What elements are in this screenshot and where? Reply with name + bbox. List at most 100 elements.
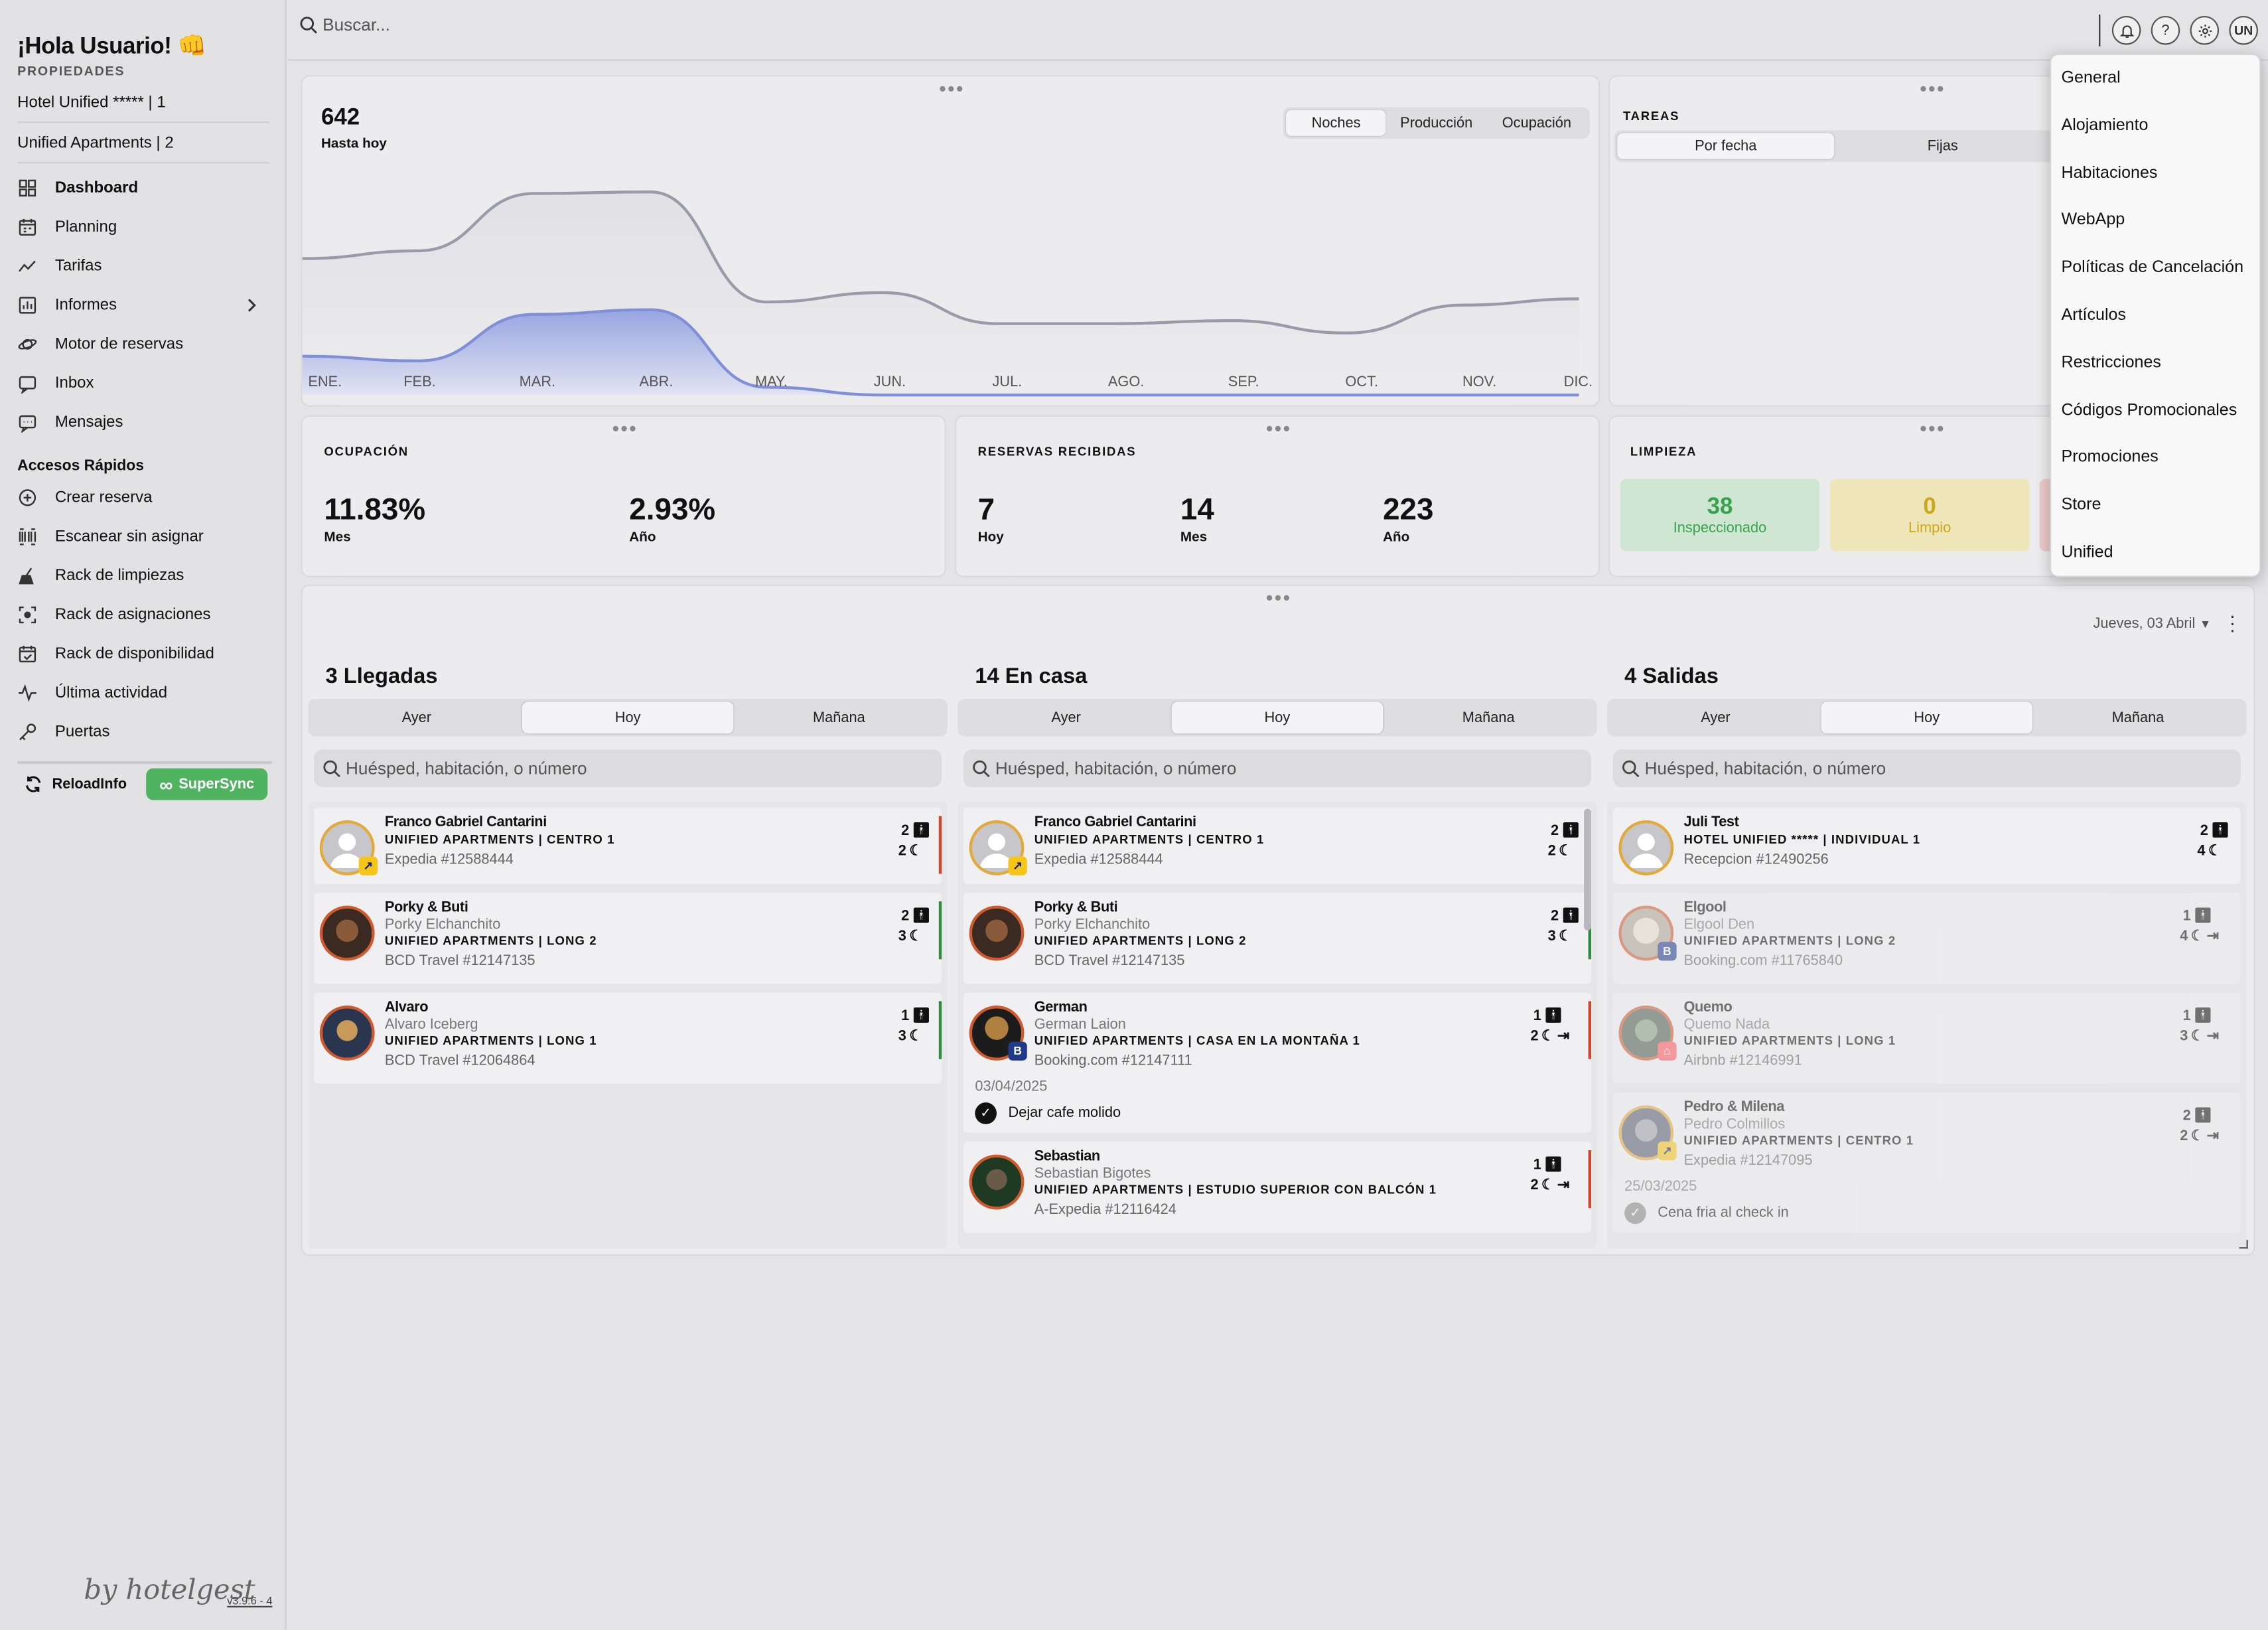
tab-ayer[interactable]: Ayer (401, 709, 432, 726)
nav-item-mensajes[interactable]: Mensajes (17, 405, 272, 439)
nav-item-planning[interactable]: Planning (17, 210, 272, 244)
quick-item-crear-reserva[interactable]: Crear reserva (17, 481, 272, 515)
tab-por-fecha[interactable]: Por fecha (1617, 133, 1835, 159)
quick-item-última-actividad[interactable]: Última actividad (17, 676, 272, 710)
tab-ayer[interactable]: Ayer (1701, 709, 1731, 726)
settings-menu-item[interactable]: Restricciones (2061, 354, 2161, 372)
reservations-month-value: 14 (1180, 493, 1214, 527)
user-avatar[interactable]: UN (2229, 15, 2258, 45)
drag-handle-icon[interactable]: ••• (1265, 585, 1292, 609)
resize-handle-icon[interactable] (2239, 1240, 2248, 1249)
bell-icon[interactable] (2111, 15, 2141, 45)
moon-icon: ☾ (909, 843, 922, 859)
guest-item[interactable]: Sebastian Sebastian Bigotes UNIFIED APARTM… (963, 1142, 1591, 1233)
tab-manana[interactable]: Mañana (1462, 709, 1515, 726)
tab-ayer[interactable]: Ayer (1051, 709, 1081, 726)
tab-noches[interactable]: Noches (1286, 110, 1387, 136)
property-item[interactable]: Hotel Unified ***** | 1 (17, 94, 166, 111)
settings-menu-item[interactable]: Artículos (2061, 307, 2127, 325)
settings-menu-item[interactable]: Políticas de Cancelación (2061, 259, 2244, 277)
guest-alias: Pedro Colmillos (1683, 1116, 1786, 1133)
top-bar: Buscar... ? UN (287, 0, 2268, 61)
tab-manana[interactable]: Mañana (812, 709, 865, 726)
date-selector[interactable]: Jueves, 03 Abril ▼ (2093, 617, 2211, 632)
guest-search-input[interactable]: Huésped, habitación, o número (1612, 749, 2241, 787)
version-link[interactable]: v3.9.6 - 4 (227, 1594, 273, 1607)
settings-menu-item[interactable]: Habitaciones (2061, 164, 2158, 182)
guest-item[interactable]: ↗ Pedro & Milena Pedro Colmillos UNIFIED AP… (1612, 1092, 2241, 1233)
cleaning-tile-inspected[interactable]: 38 Inspeccionado (1620, 479, 1820, 552)
nights-value: 4 (2197, 843, 2206, 859)
note-date: 03/04/2025 (975, 1079, 1048, 1096)
inspected-label: Inspeccionado (1673, 520, 1767, 536)
global-search[interactable]: Buscar... (299, 15, 390, 35)
tab-hoy[interactable]: Hoy (1171, 702, 1383, 734)
settings-menu-item[interactable]: WebApp (2061, 212, 2125, 230)
more-vertical-icon[interactable]: · · · (2229, 603, 2236, 641)
reload-info-button[interactable]: ReloadInfo (17, 769, 139, 800)
airbnb-badge-icon: ⌂ (1658, 1041, 1677, 1061)
person-icon: 🚹︎ (912, 1008, 931, 1025)
guest-item[interactable]: Alvaro Alvaro Iceberg UNIFIED APARTMENTS |… (314, 992, 942, 1084)
supersync-label: SuperSync (178, 776, 255, 792)
supersync-button[interactable]: ∞ SuperSync (146, 768, 268, 800)
quick-item-escanear-sin-asignar[interactable]: Escanear sin asignar (17, 520, 272, 554)
nav-item-inbox[interactable]: Inbox (17, 366, 272, 401)
scrollbar[interactable] (1584, 808, 1591, 930)
tab-hoy[interactable]: Hoy (1821, 702, 2032, 734)
guest-item[interactable]: Porky & Buti Porky Elchanchito UNIFIED APA… (963, 893, 1591, 984)
nav-item-motor-de-reservas[interactable]: Motor de reservas (17, 327, 272, 362)
drag-handle-icon[interactable]: ••• (612, 416, 638, 440)
tab-produccion[interactable]: Producción (1400, 115, 1473, 131)
guest-search-input[interactable]: Huésped, habitación, o número (314, 749, 942, 787)
quick-item-puertas[interactable]: Puertas (17, 715, 272, 749)
cleaning-tile-clean[interactable]: 0 Limpio (1829, 479, 2030, 552)
quick-item-rack-de-disponibilidad[interactable]: Rack de disponibilidad (17, 636, 272, 671)
quick-label: Rack de limpiezas (54, 567, 184, 585)
guest-alias: Alvaro Iceberg (384, 1017, 478, 1033)
guest-item[interactable]: Porky & Buti Porky Elchanchito UNIFIED APA… (314, 893, 942, 984)
x-tick-label: FEB. (403, 373, 435, 390)
gear-icon[interactable] (2190, 15, 2220, 45)
settings-menu-item[interactable]: Códigos Promocionales (2061, 402, 2237, 419)
drag-handle-icon[interactable]: ••• (1920, 76, 1946, 100)
date-label: Jueves, 03 Abril (2093, 616, 2196, 632)
reservations-year-label: Año (1383, 529, 1410, 546)
nav-item-dashboard[interactable]: Dashboard (17, 171, 272, 205)
x-tick-label: AGO. (1108, 373, 1145, 390)
quick-label: Escanear sin asignar (54, 528, 204, 546)
guest-item[interactable]: ↗ Franco Gabriel Cantarini UNIFIED APARTME… (314, 807, 942, 884)
tab-hoy[interactable]: Hoy (522, 702, 734, 734)
nights-value: 3 (898, 1028, 906, 1045)
guest-search-input[interactable]: Huésped, habitación, o número (963, 749, 1591, 787)
drag-handle-icon[interactable]: ••• (1920, 416, 1946, 440)
settings-menu-item[interactable]: Alojamiento (2061, 117, 2149, 135)
drag-handle-icon[interactable]: ••• (939, 76, 965, 100)
infinity-icon: ∞ (159, 773, 173, 795)
settings-menu-item[interactable]: General (2061, 69, 2121, 87)
settings-menu-item[interactable]: Unified (2061, 544, 2113, 561)
quick-item-rack-de-limpiezas[interactable]: Rack de limpiezas (17, 558, 272, 593)
nav-item-tarifas[interactable]: Tarifas (17, 249, 272, 283)
guest-item[interactable]: B German German Laion UNIFIED APARTMENTS | … (963, 992, 1591, 1133)
guest-item[interactable]: ↗ Franco Gabriel Cantarini UNIFIED APARTME… (963, 807, 1591, 884)
nav-item-informes[interactable]: Informes (17, 288, 272, 323)
tab-ocupacion[interactable]: Ocupación (1502, 115, 1571, 131)
person-icon: 🚹︎ (2194, 909, 2212, 925)
guest-item[interactable]: B Elgool Elgool Den UNIFIED APARTMENTS | LO… (1612, 893, 2241, 984)
help-icon[interactable]: ? (2151, 15, 2180, 45)
settings-menu-item[interactable]: Promociones (2061, 449, 2159, 467)
production-chart: ENE. FEB. MAR. ABR. MAY. JUN. JUL. AGO. SEP. OCT.… (302, 190, 1593, 397)
nights-count: 3 ☾ (898, 929, 922, 945)
drag-handle-icon[interactable]: ••• (1265, 416, 1292, 440)
tab-manana[interactable]: Mañana (2111, 709, 2164, 726)
guest-item[interactable]: ⌂ Quemo Quemo Nada UNIFIED APARTMENTS | LON… (1612, 992, 2241, 1084)
property-item[interactable]: Unified Apartments | 2 (17, 134, 174, 152)
guest-alias: Porky Elchanchito (1034, 917, 1151, 934)
quick-item-rack-de-asignaciones[interactable]: Rack de asignaciones (17, 597, 272, 632)
guest-item[interactable]: Juli Test HOTEL UNIFIED ***** | INDIVIDUA… (1612, 807, 2241, 884)
settings-menu-item[interactable]: Store (2061, 496, 2101, 514)
guests-value: 1 (1533, 1008, 1541, 1025)
production-label: Hasta hoy (320, 135, 387, 152)
tab-fijas[interactable]: Fijas (1927, 138, 1958, 155)
